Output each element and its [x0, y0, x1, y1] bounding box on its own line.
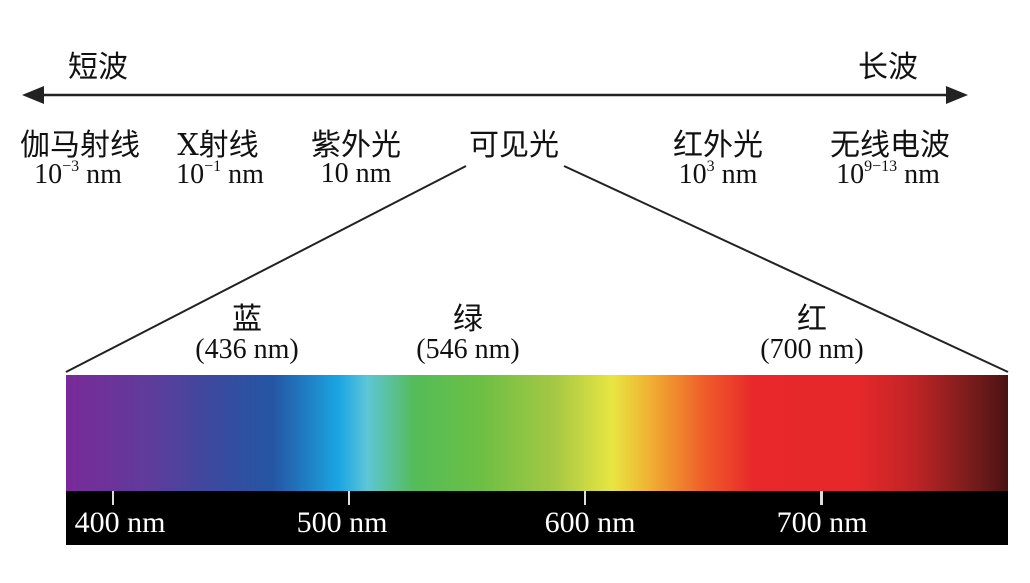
band-uv-wavelength: 10 nm [320, 158, 392, 189]
band-xray-name: X射线 [177, 128, 259, 163]
color-green-wavelength: (546 nm) [416, 334, 520, 365]
tick-600 [584, 491, 586, 505]
color-blue-wavelength: (436 nm) [195, 334, 299, 365]
color-red-wavelength: (700 nm) [760, 334, 864, 365]
tick-400 [112, 491, 114, 505]
band-uv-name: 紫外光 [311, 128, 401, 163]
band-gamma-name: 伽马射线 [20, 128, 140, 163]
tick-label-600: 600 nm [544, 506, 636, 539]
zoom-line-left [65, 165, 467, 373]
band-gamma-wavelength: 10−3 nm [34, 158, 122, 191]
arrow-left-head [22, 86, 44, 104]
unit: nm [221, 159, 264, 190]
base: 10 [176, 159, 205, 190]
base: 10 [34, 159, 63, 190]
exp: 9−13 [864, 158, 898, 175]
band-visible-name: 可见光 [469, 128, 559, 163]
color-red-name: 红 [797, 302, 827, 337]
base: 10 [678, 159, 707, 190]
base: 10 [836, 159, 865, 190]
zoom-line-right [563, 165, 1009, 373]
band-xray-wavelength: 10−1 nm [176, 158, 264, 191]
tick-label-500: 500 nm [296, 506, 388, 539]
color-blue-name: 蓝 [232, 302, 262, 337]
band-ir-name: 红外光 [673, 128, 763, 163]
exp: 3 [706, 158, 715, 175]
tick-label-400: 400 nm [74, 506, 166, 539]
scale-strip [66, 491, 1008, 545]
unit: nm [897, 159, 940, 190]
band-radio-wavelength: 109−13 nm [836, 158, 940, 191]
exp: −1 [204, 158, 222, 175]
tick-500 [348, 491, 350, 505]
unit: nm [79, 159, 122, 190]
tick-700 [820, 491, 823, 505]
band-ir-wavelength: 103 nm [679, 158, 758, 191]
unit: nm [714, 159, 758, 190]
short-wave-label: 短波 [68, 50, 128, 85]
band-radio-name: 无线电波 [830, 128, 950, 163]
exp: −3 [62, 158, 80, 175]
arrow-right-head [946, 86, 968, 104]
visible-spectrum-bar [66, 375, 1008, 491]
tick-label-700: 700 nm [776, 506, 868, 539]
long-wave-label: 长波 [858, 50, 918, 85]
color-green-name: 绿 [453, 302, 483, 337]
